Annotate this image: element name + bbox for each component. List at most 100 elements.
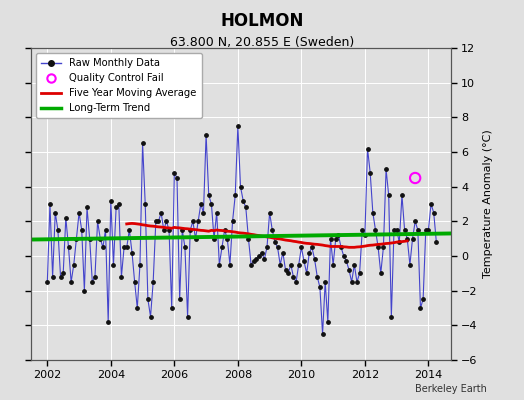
Point <box>51 210 59 216</box>
Point <box>369 210 377 216</box>
Point <box>83 204 91 211</box>
Point <box>305 249 313 256</box>
Point <box>263 244 271 250</box>
Point <box>138 140 147 146</box>
Text: HOLMON: HOLMON <box>220 12 304 30</box>
Point <box>181 244 189 250</box>
Point <box>287 262 295 268</box>
Point <box>326 236 335 242</box>
Point <box>244 236 253 242</box>
Point <box>372 227 380 233</box>
Point <box>117 274 126 280</box>
Point <box>72 236 81 242</box>
Point <box>297 244 305 250</box>
Point <box>141 201 149 207</box>
Point <box>199 210 208 216</box>
Point <box>347 279 356 285</box>
Point <box>398 192 406 198</box>
Point <box>165 227 173 233</box>
Point <box>236 184 245 190</box>
Point <box>128 249 136 256</box>
Point <box>107 197 115 204</box>
Point <box>234 123 242 129</box>
Point <box>313 274 321 280</box>
Point <box>57 274 65 280</box>
Point <box>379 244 388 250</box>
Point <box>289 274 298 280</box>
Point <box>226 262 234 268</box>
Point <box>75 210 83 216</box>
Point <box>345 267 353 273</box>
Point <box>350 262 358 268</box>
Point <box>252 256 260 263</box>
Point <box>207 201 215 207</box>
Point <box>403 236 411 242</box>
Point <box>202 132 210 138</box>
Point <box>170 170 179 176</box>
Point <box>310 256 319 263</box>
Point <box>194 218 202 224</box>
Point <box>196 201 205 207</box>
Point <box>43 279 51 285</box>
Point <box>408 236 417 242</box>
Point <box>430 210 438 216</box>
Point <box>112 204 121 211</box>
Point <box>183 314 192 320</box>
Point <box>149 279 157 285</box>
Point <box>168 305 176 311</box>
Point <box>93 218 102 224</box>
Point <box>419 296 427 302</box>
Point <box>271 239 279 245</box>
Y-axis label: Temperature Anomaly (°C): Temperature Anomaly (°C) <box>483 130 493 278</box>
Point <box>136 262 144 268</box>
Point <box>422 227 430 233</box>
Point <box>374 244 383 250</box>
Point <box>215 262 224 268</box>
Point <box>284 270 292 276</box>
Point <box>355 270 364 276</box>
Point <box>101 227 110 233</box>
Point <box>221 227 229 233</box>
Point <box>387 314 396 320</box>
Point <box>110 262 118 268</box>
Point <box>213 210 221 216</box>
Point <box>146 314 155 320</box>
Point <box>78 227 86 233</box>
Point <box>162 218 171 224</box>
Point <box>48 274 57 280</box>
Point <box>392 227 401 233</box>
Point <box>416 305 424 311</box>
Point <box>160 227 168 233</box>
Point <box>281 267 290 273</box>
Point <box>276 262 285 268</box>
Point <box>329 262 337 268</box>
Point <box>300 258 308 264</box>
Point <box>176 296 184 302</box>
Point <box>279 249 287 256</box>
Point <box>427 201 435 207</box>
Point <box>228 218 237 224</box>
Point <box>242 204 250 211</box>
Point <box>157 210 165 216</box>
Text: 63.800 N, 20.855 E (Sweden): 63.800 N, 20.855 E (Sweden) <box>170 36 354 49</box>
Point <box>91 274 99 280</box>
Point <box>260 256 268 263</box>
Point <box>191 236 200 242</box>
Point <box>178 227 187 233</box>
Point <box>319 331 327 337</box>
Point <box>342 258 351 264</box>
Point <box>274 244 282 250</box>
Point <box>340 253 348 259</box>
Point <box>255 253 263 259</box>
Point <box>413 227 422 233</box>
Point <box>99 244 107 250</box>
Point <box>424 227 433 233</box>
Point <box>53 227 62 233</box>
Point <box>144 296 152 302</box>
Point <box>218 244 226 250</box>
Point <box>104 319 112 325</box>
Point <box>115 201 123 207</box>
Point <box>249 258 258 264</box>
Point <box>189 218 197 224</box>
Point <box>130 279 139 285</box>
